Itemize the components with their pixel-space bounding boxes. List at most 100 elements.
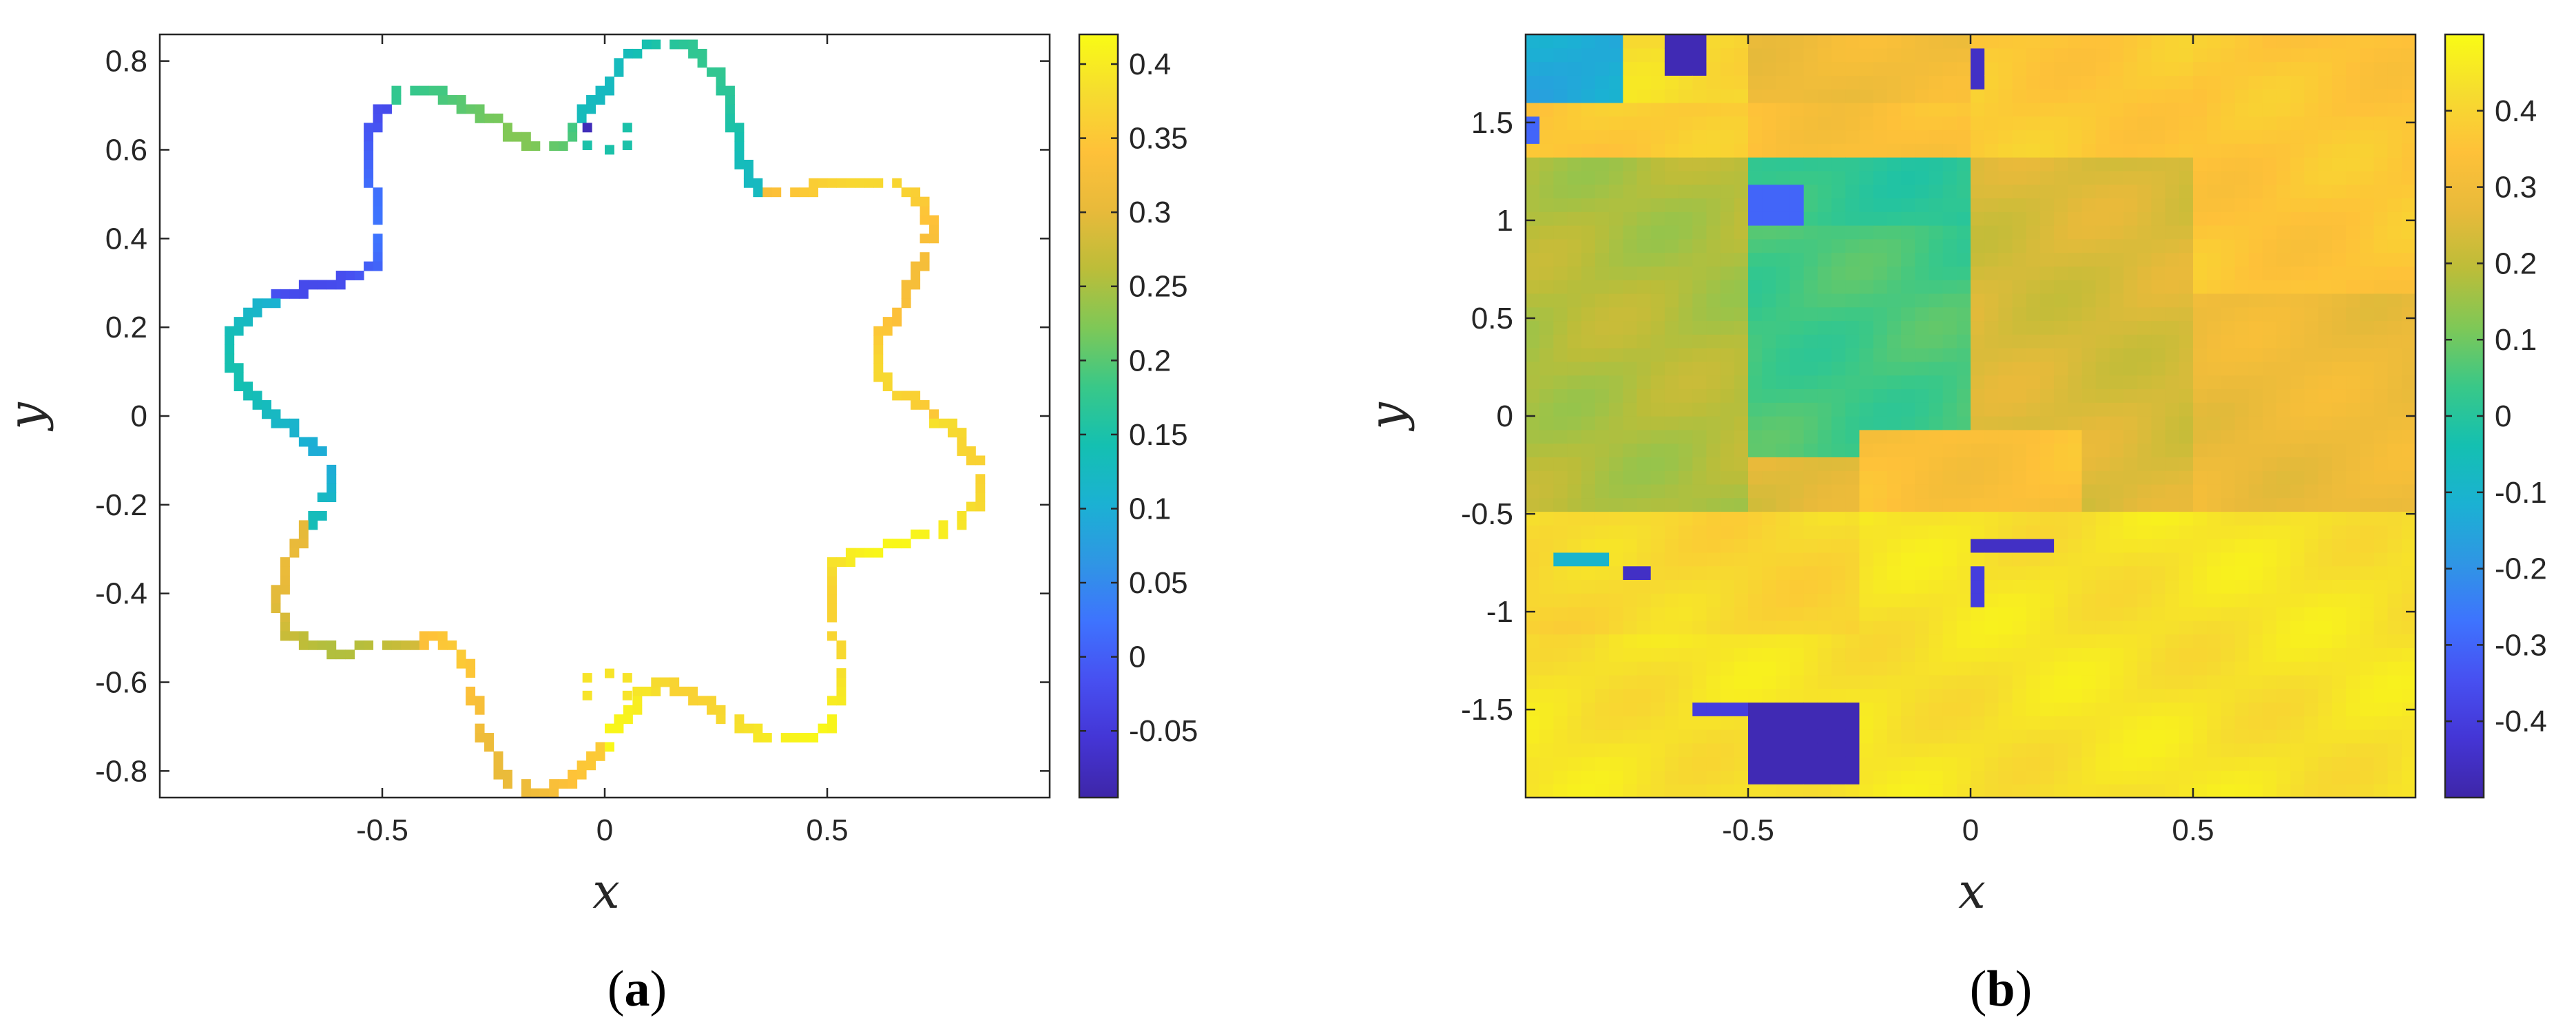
heatmap-cell <box>1984 756 1999 771</box>
heatmap-cell <box>1887 674 1902 689</box>
heatmap-cell <box>1526 280 1540 294</box>
heatmap-cell <box>1637 770 1652 784</box>
heatmap-cell <box>1692 716 1707 730</box>
heatmap-cell <box>1748 306 1763 322</box>
heatmap-cell <box>2374 238 2389 253</box>
boundary-pixel <box>911 196 921 207</box>
heatmap-cell <box>1956 702 1971 716</box>
heatmap-cell <box>1984 607 1999 621</box>
heatmap-cell <box>1637 143 1652 158</box>
heatmap-cell <box>1553 770 1568 784</box>
heatmap-cell <box>1971 443 1985 457</box>
heatmap-cell <box>2109 334 2124 349</box>
heatmap-cell <box>1887 266 1902 280</box>
heatmap-cell <box>2095 238 2110 253</box>
heatmap-cell <box>2123 729 2138 744</box>
heatmap-cell <box>1762 225 1776 240</box>
boundary-pixel <box>622 141 632 150</box>
heatmap-cell <box>1650 211 1665 226</box>
heatmap-cell <box>1637 266 1652 280</box>
heatmap-cell <box>2318 688 2333 703</box>
heatmap-cell <box>1929 157 1944 172</box>
heatmap-cell <box>1942 593 1957 607</box>
heatmap-cell <box>1887 402 1902 417</box>
heatmap-cell <box>2331 334 2347 349</box>
heatmap-cell <box>1595 716 1610 730</box>
heatmap-cell <box>1650 238 1665 253</box>
heatmap-cell <box>1984 579 1999 594</box>
heatmap-cell <box>1595 511 1610 526</box>
heatmap-cell <box>2234 674 2250 689</box>
boundary-pixel <box>873 344 884 355</box>
heatmap-cell <box>1998 457 2013 471</box>
heatmap-cell <box>2207 225 2221 240</box>
heatmap-cell <box>1567 75 1582 90</box>
heatmap-cell <box>2346 102 2360 117</box>
heatmap-cell <box>2262 102 2277 117</box>
heatmap-cell <box>1942 742 1957 758</box>
heatmap-cell <box>2123 579 2138 594</box>
heatmap-cell <box>1817 375 1832 390</box>
heatmap-cell <box>1956 674 1971 689</box>
heatmap-cell <box>1706 334 1721 349</box>
heatmap-cell <box>2401 129 2416 144</box>
heatmap-cell <box>2165 647 2180 662</box>
heatmap-cell <box>1692 470 1707 485</box>
boundary-pixel <box>243 382 253 391</box>
boundary-pixel <box>864 548 874 558</box>
heatmap-cell <box>1887 225 1902 240</box>
heatmap-cell <box>2109 484 2124 499</box>
heatmap-cell <box>1539 34 1554 49</box>
heatmap-cell <box>2374 579 2389 594</box>
heatmap-cell <box>2039 306 2055 322</box>
heatmap-cell <box>1637 306 1652 322</box>
heatmap-cell <box>2360 361 2375 376</box>
heatmap-cell <box>1679 620 1693 635</box>
heatmap-cell <box>2151 252 2166 267</box>
heatmap-cell <box>2193 716 2208 730</box>
heatmap-cell <box>1734 129 1749 144</box>
heatmap-cell <box>1720 388 1735 403</box>
heatmap-cell <box>2207 634 2221 648</box>
heatmap-cell <box>2039 75 2055 90</box>
heatmap-cell <box>1692 674 1707 689</box>
heatmap-cell <box>1581 61 1596 76</box>
heatmap-cell <box>1873 402 1888 417</box>
heatmap-cell <box>1803 579 1818 594</box>
heatmap-cell <box>2193 306 2208 322</box>
heatmap-cell <box>1915 593 1930 607</box>
boundary-pixel <box>549 788 559 798</box>
heatmap-cell <box>1664 416 1679 430</box>
x-tick-label: 0.5 <box>806 813 848 847</box>
heatmap-cell <box>2346 280 2360 294</box>
heatmap-cell <box>2193 375 2208 390</box>
heatmap-cell <box>2095 674 2110 689</box>
heatmap-cell <box>1831 688 1846 703</box>
heatmap-cell <box>2387 742 2402 758</box>
heatmap-cell <box>2054 402 2068 417</box>
heatmap-cell <box>1929 674 1944 689</box>
heatmap-cell <box>2276 716 2291 730</box>
heatmap-cell <box>2346 170 2360 185</box>
heatmap-cell <box>1553 511 1568 526</box>
heatmap-cell <box>1776 388 1791 403</box>
heatmap-cell <box>1984 539 1999 553</box>
heatmap-cell <box>2054 306 2068 322</box>
heatmap-cell <box>1859 484 1874 499</box>
heatmap-cell <box>1831 525 1846 539</box>
heatmap-cell <box>1734 634 1749 648</box>
heatmap-cell <box>1887 702 1902 716</box>
heatmap-cell <box>2360 170 2375 185</box>
heatmap-cell <box>1553 607 1568 621</box>
heatmap-cell <box>2401 75 2416 90</box>
heatmap-cell <box>1831 756 1846 771</box>
heatmap-cell <box>1567 429 1582 444</box>
heatmap-cell <box>1692 211 1707 226</box>
heatmap-cell <box>1817 634 1832 648</box>
heatmap-cell <box>1859 565 1874 581</box>
heatmap-cell <box>1873 388 1888 403</box>
heatmap-cell <box>1567 225 1582 240</box>
heatmap-cell <box>1956 225 1971 240</box>
colorbar-tick-label: 0 <box>1129 641 1145 674</box>
heatmap-cell <box>2360 756 2375 771</box>
